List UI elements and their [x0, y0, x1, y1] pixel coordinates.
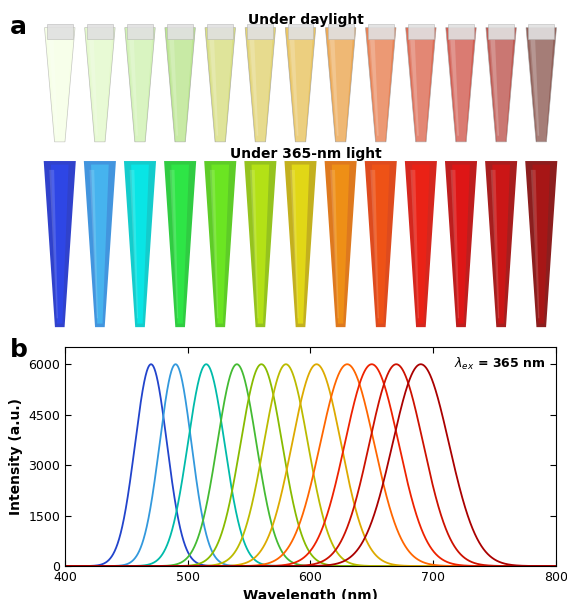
Polygon shape [127, 28, 153, 142]
Polygon shape [526, 28, 557, 142]
Polygon shape [250, 170, 259, 318]
Polygon shape [210, 170, 218, 318]
Polygon shape [125, 28, 155, 142]
Text: $\lambda_{ex}$ = 365 nm: $\lambda_{ex}$ = 365 nm [455, 356, 546, 372]
Polygon shape [366, 28, 396, 142]
Text: b: b [10, 338, 28, 362]
Polygon shape [90, 170, 98, 318]
Polygon shape [131, 165, 149, 323]
Polygon shape [332, 165, 349, 323]
Polygon shape [330, 170, 338, 318]
Polygon shape [328, 28, 354, 142]
Text: Under 365-nm light: Under 365-nm light [230, 147, 382, 161]
Bar [528, 24, 554, 39]
Bar [208, 24, 233, 39]
Bar [87, 24, 113, 39]
Polygon shape [84, 161, 116, 327]
Polygon shape [44, 161, 76, 327]
Polygon shape [370, 170, 379, 318]
Polygon shape [525, 161, 557, 327]
Polygon shape [325, 28, 356, 142]
Polygon shape [452, 165, 470, 323]
Bar [488, 24, 514, 39]
Polygon shape [249, 40, 259, 136]
Bar [127, 24, 153, 39]
Polygon shape [410, 40, 419, 136]
Polygon shape [368, 28, 393, 142]
Polygon shape [49, 40, 58, 136]
Text: a: a [10, 15, 27, 39]
Polygon shape [285, 28, 316, 142]
Polygon shape [204, 161, 236, 327]
Polygon shape [51, 165, 69, 323]
Bar [328, 24, 354, 39]
Bar [287, 24, 314, 39]
Polygon shape [445, 161, 477, 327]
Polygon shape [252, 165, 269, 323]
Polygon shape [488, 28, 514, 142]
Polygon shape [405, 161, 437, 327]
Polygon shape [486, 28, 517, 142]
Polygon shape [450, 40, 459, 136]
Polygon shape [164, 161, 196, 327]
Bar [47, 24, 73, 39]
Polygon shape [448, 28, 474, 142]
Polygon shape [205, 28, 235, 142]
Polygon shape [490, 170, 499, 318]
Polygon shape [290, 40, 298, 136]
Polygon shape [129, 40, 138, 136]
Polygon shape [324, 161, 357, 327]
Bar [167, 24, 193, 39]
Polygon shape [370, 40, 379, 136]
Polygon shape [44, 28, 75, 142]
Bar [247, 24, 273, 39]
Polygon shape [47, 28, 73, 142]
Polygon shape [412, 165, 430, 323]
Polygon shape [490, 40, 499, 136]
Polygon shape [532, 165, 550, 323]
Polygon shape [210, 40, 218, 136]
Polygon shape [531, 170, 539, 318]
Polygon shape [170, 170, 178, 318]
Polygon shape [287, 28, 314, 142]
Polygon shape [291, 165, 310, 323]
Polygon shape [405, 28, 436, 142]
Polygon shape [330, 40, 338, 136]
Polygon shape [87, 28, 113, 142]
Polygon shape [245, 28, 276, 142]
Polygon shape [130, 170, 138, 318]
Polygon shape [411, 170, 419, 318]
Polygon shape [170, 40, 178, 136]
Polygon shape [446, 28, 476, 142]
Polygon shape [49, 170, 58, 318]
Polygon shape [124, 161, 156, 327]
Text: Under daylight: Under daylight [248, 13, 364, 27]
Polygon shape [365, 161, 397, 327]
Bar [448, 24, 474, 39]
Polygon shape [244, 161, 277, 327]
X-axis label: Wavelength (nm): Wavelength (nm) [243, 589, 378, 599]
Polygon shape [485, 161, 517, 327]
Polygon shape [528, 28, 554, 142]
Polygon shape [451, 170, 459, 318]
Bar [408, 24, 434, 39]
Polygon shape [285, 161, 316, 327]
Polygon shape [91, 165, 109, 323]
Polygon shape [84, 28, 115, 142]
Polygon shape [290, 170, 299, 318]
Polygon shape [89, 40, 98, 136]
Polygon shape [531, 40, 539, 136]
Polygon shape [167, 28, 193, 142]
Y-axis label: Intensity (a.u.): Intensity (a.u.) [9, 398, 23, 515]
Polygon shape [372, 165, 390, 323]
Bar [368, 24, 393, 39]
Polygon shape [208, 28, 233, 142]
Polygon shape [171, 165, 189, 323]
Polygon shape [211, 165, 229, 323]
Polygon shape [165, 28, 196, 142]
Polygon shape [408, 28, 434, 142]
Polygon shape [247, 28, 273, 142]
Polygon shape [492, 165, 510, 323]
